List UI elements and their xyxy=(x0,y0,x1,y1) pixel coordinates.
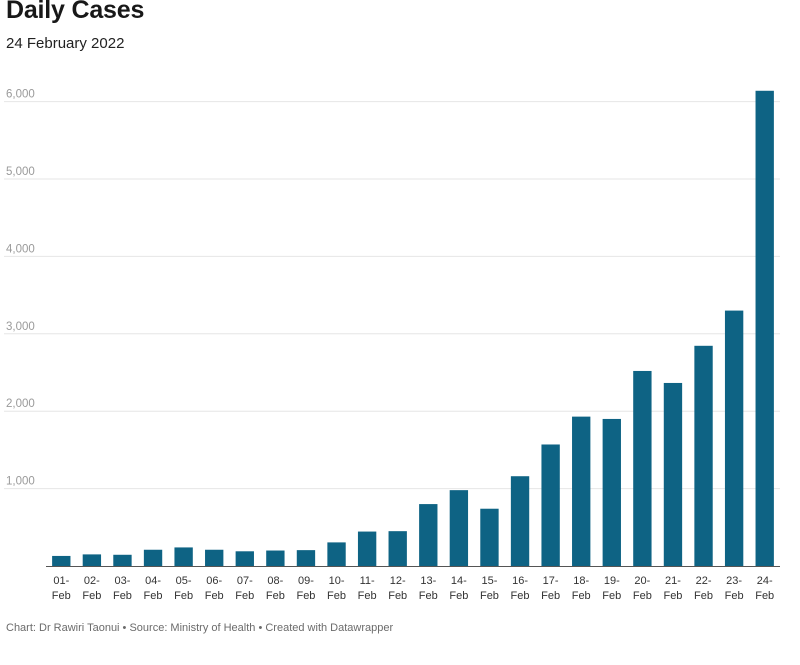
y-tick-label: 2,000 xyxy=(6,398,35,410)
chart-title: Daily Cases xyxy=(6,0,145,24)
y-tick-label: 4,000 xyxy=(6,243,35,255)
bar xyxy=(449,490,469,566)
x-tick-label: 07-Feb xyxy=(235,575,254,602)
bar xyxy=(694,345,713,566)
x-tick-label: 19-Feb xyxy=(602,575,621,602)
x-tick-label: 06-Feb xyxy=(205,575,224,602)
x-tick-label: 18-Feb xyxy=(572,575,591,602)
bar xyxy=(82,554,102,566)
bar xyxy=(327,542,346,566)
y-tick-label: 6,000 xyxy=(6,89,35,101)
bar xyxy=(205,549,224,566)
bar xyxy=(663,382,683,566)
bar xyxy=(174,547,193,566)
x-tick-label: 13-Feb xyxy=(419,575,438,602)
x-tick-label: 05-Feb xyxy=(174,575,193,602)
y-tick-label: 5,000 xyxy=(6,166,35,178)
bar xyxy=(296,550,316,566)
bar xyxy=(357,531,377,566)
x-tick-label: 22-Feb xyxy=(694,575,713,602)
x-tick-label: 24-Feb xyxy=(755,575,774,602)
bar xyxy=(541,444,560,566)
x-tick-label: 10-Feb xyxy=(327,575,346,602)
chart-footer: Chart: Dr Rawiri Taonui • Source: Minist… xyxy=(6,622,394,634)
x-tick-label: 21-Feb xyxy=(663,575,682,602)
x-tick-label: 09-Feb xyxy=(296,575,315,602)
bar xyxy=(235,551,254,566)
y-tick-label: 1,000 xyxy=(6,476,35,488)
x-tick-label: 02-Feb xyxy=(82,575,101,602)
x-tick-label: 17-Feb xyxy=(541,575,560,602)
chart-subtitle: 24 February 2022 xyxy=(6,35,125,52)
x-tick-label: 15-Feb xyxy=(480,575,499,602)
x-tick-label: 23-Feb xyxy=(725,575,744,602)
bar xyxy=(52,555,71,566)
x-tick-label: 12-Feb xyxy=(388,575,407,602)
x-tick-label: 14-Feb xyxy=(449,575,468,602)
x-tick-label: 03-Feb xyxy=(113,575,132,602)
bar xyxy=(143,549,163,566)
bar xyxy=(419,504,438,566)
bar xyxy=(510,476,530,566)
bar xyxy=(113,554,132,566)
bar xyxy=(633,370,652,566)
x-tick-label: 20-Feb xyxy=(633,575,652,602)
bar xyxy=(266,550,285,566)
x-tick-label: 04-Feb xyxy=(144,575,163,602)
y-tick-label: 3,000 xyxy=(6,321,35,333)
bar xyxy=(572,416,591,566)
bar xyxy=(388,531,407,566)
x-tick-label: 16-Feb xyxy=(511,575,530,602)
bar xyxy=(480,508,499,566)
x-tick-label: 11-Feb xyxy=(358,575,377,602)
x-tick-label: 08-Feb xyxy=(266,575,285,602)
bar xyxy=(602,418,621,566)
x-tick-label: 01-Feb xyxy=(52,575,71,602)
bar xyxy=(724,310,744,566)
bar-chart: 1,000 2,000 3,000 4,000 5,000 6,000 01-Feb 02-F… xyxy=(4,89,780,602)
bar xyxy=(755,90,774,566)
